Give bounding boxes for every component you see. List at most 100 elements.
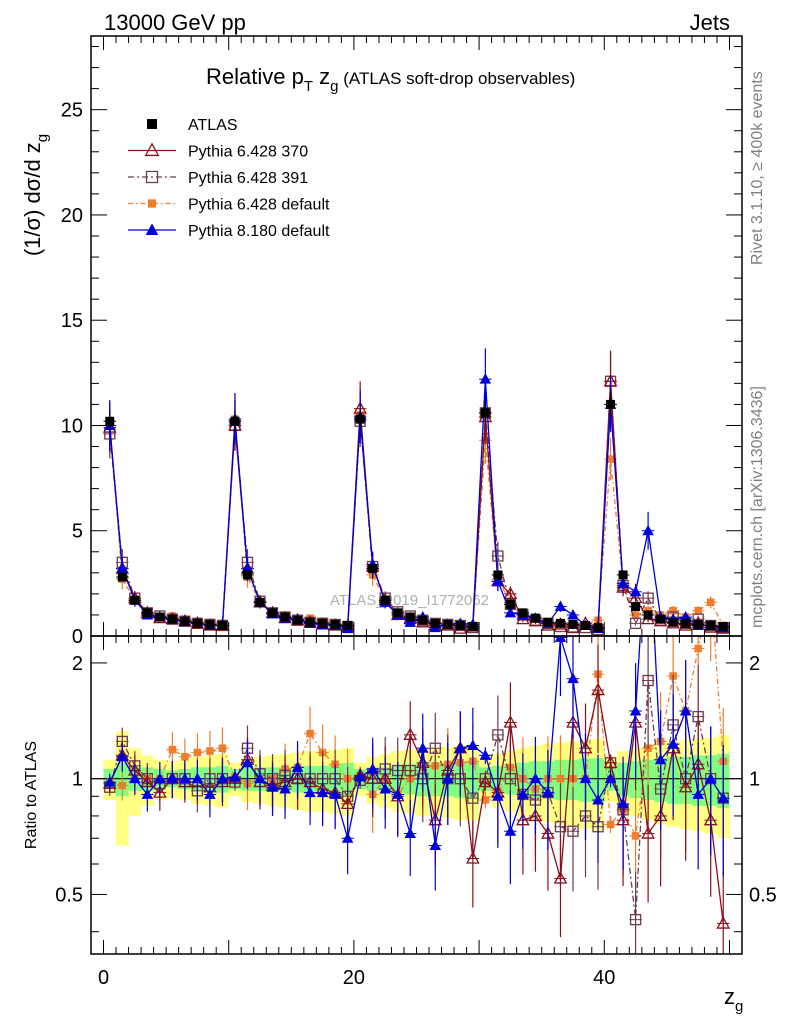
data-point bbox=[130, 595, 140, 605]
ratio-point bbox=[454, 742, 467, 753]
ratio-point bbox=[204, 788, 216, 799]
legend-item-p370: Pythia 6.428 370 bbox=[128, 142, 308, 161]
ratio-point bbox=[266, 781, 279, 792]
ratio-point bbox=[641, 826, 655, 839]
ratio-point bbox=[118, 781, 127, 790]
ratio-point bbox=[181, 753, 189, 761]
ratio-point bbox=[191, 772, 204, 784]
data-point bbox=[355, 414, 365, 424]
ratio-point bbox=[417, 742, 429, 753]
top-plot-marks bbox=[102, 348, 731, 636]
data-point bbox=[629, 617, 642, 630]
ratio-point bbox=[629, 704, 642, 716]
data-point bbox=[518, 608, 528, 618]
data-point bbox=[142, 608, 152, 618]
legend-label: ATLAS bbox=[188, 117, 238, 134]
ratio-point bbox=[354, 771, 366, 782]
data-point bbox=[368, 564, 378, 574]
data-point bbox=[443, 619, 453, 629]
ratio-point bbox=[707, 581, 715, 589]
data-point bbox=[642, 524, 654, 536]
data-point bbox=[555, 618, 565, 628]
data-point bbox=[706, 620, 716, 630]
x-tick-label: 40 bbox=[593, 967, 615, 989]
data-point bbox=[669, 606, 677, 615]
ratio-point bbox=[291, 761, 304, 772]
data-point bbox=[618, 570, 628, 580]
ratio-plot-marks bbox=[102, 581, 731, 954]
data-point bbox=[656, 614, 666, 624]
ratio-point bbox=[153, 785, 167, 798]
y-tick-label: 25 bbox=[61, 100, 83, 122]
ratio-point bbox=[429, 839, 442, 851]
data-point bbox=[693, 619, 703, 629]
data-point bbox=[668, 617, 678, 627]
data-point bbox=[116, 562, 129, 574]
ratio-point bbox=[229, 771, 241, 782]
data-point bbox=[242, 570, 252, 580]
data-point bbox=[217, 620, 227, 630]
legend-label: Pythia 6.428 370 bbox=[188, 144, 308, 161]
ratio-point bbox=[306, 729, 314, 738]
ratio-y-tick-label-right: 0.5 bbox=[749, 884, 777, 906]
ratio-point bbox=[492, 729, 504, 741]
legend: ATLAS Pythia 6.428 370 Pythia 6.428 391 Pyt… bbox=[128, 117, 330, 240]
ratio-point bbox=[704, 772, 717, 784]
legend-label: Pythia 8.180 default bbox=[188, 223, 330, 240]
ratio-point bbox=[104, 776, 116, 787]
data-point bbox=[105, 416, 115, 426]
ratio-point bbox=[179, 772, 191, 784]
data-point bbox=[505, 599, 515, 609]
data-point bbox=[493, 570, 503, 580]
y-axis-label-top: (1/σ) dσ/d zg bbox=[20, 134, 51, 256]
ratio-point bbox=[429, 742, 441, 754]
data-point bbox=[180, 616, 190, 626]
ratio-point bbox=[193, 748, 202, 757]
data-point bbox=[318, 618, 328, 628]
ratio-point bbox=[403, 727, 418, 741]
data-point bbox=[643, 610, 653, 620]
data-point bbox=[543, 617, 553, 627]
ratio-point bbox=[116, 750, 129, 762]
x-tick-label: 20 bbox=[343, 967, 365, 989]
ratio-point bbox=[592, 794, 604, 805]
legend-label: Pythia 6.428 default bbox=[188, 197, 330, 214]
y-tick-label: 0 bbox=[72, 626, 83, 648]
data-point bbox=[468, 622, 478, 632]
data-point bbox=[155, 612, 165, 622]
data-point bbox=[430, 618, 440, 628]
ratio-point bbox=[467, 739, 479, 750]
legend-item-atlas: ATLAS bbox=[147, 117, 238, 134]
data-point bbox=[681, 618, 691, 628]
data-point bbox=[642, 592, 654, 604]
data-point bbox=[405, 612, 415, 622]
main-title: Relative pT zg (ATLAS soft-drop observab… bbox=[206, 64, 575, 95]
ratio-point bbox=[567, 825, 579, 837]
axes-frames: 0 20 40 0 5 10 15 20 25 0.5 0.5 1 1 2 2 bbox=[55, 35, 777, 989]
ratio-point bbox=[465, 851, 480, 864]
ratio-point bbox=[716, 916, 731, 929]
ratio-point bbox=[479, 749, 492, 760]
ratio-point bbox=[504, 825, 517, 836]
y-tick-label: 5 bbox=[72, 521, 83, 543]
ratio-point bbox=[579, 772, 592, 784]
ratio-point bbox=[553, 871, 568, 884]
ratio-point bbox=[667, 738, 679, 749]
ratio-point bbox=[168, 745, 177, 754]
side-label-mcplots: mcplots.cern.ch [arXiv:1306.3436] bbox=[749, 386, 766, 628]
ratio-y-tick-label: 0.5 bbox=[55, 884, 83, 906]
data-point bbox=[504, 606, 517, 618]
data-point bbox=[393, 608, 403, 618]
ratio-point bbox=[631, 832, 640, 840]
ratio-y-tick-label: 1 bbox=[72, 769, 83, 791]
ratio-point bbox=[254, 772, 266, 784]
data-point bbox=[280, 612, 290, 622]
data-point bbox=[593, 623, 603, 633]
ratio-point bbox=[606, 820, 615, 829]
data-point bbox=[568, 619, 578, 629]
data-point bbox=[554, 600, 567, 612]
data-point bbox=[617, 577, 629, 588]
data-point bbox=[167, 614, 177, 624]
ratio-point bbox=[141, 788, 154, 799]
